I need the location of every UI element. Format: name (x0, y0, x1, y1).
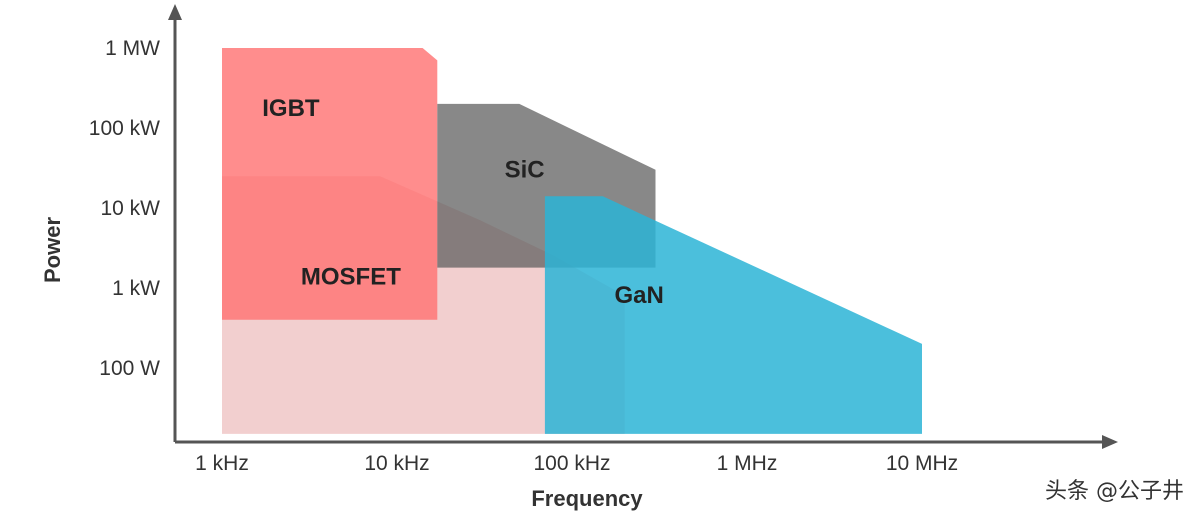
region-igbt (222, 48, 438, 320)
region-gan (544, 196, 922, 434)
x-tick-labels: 1 kHz 10 kHz 100 kHz 1 MHz 10 MHz (195, 452, 958, 475)
region-label-sic: SiC (505, 157, 545, 184)
x-tick-label: 1 MHz (717, 452, 778, 475)
x-tick-label: 1 kHz (195, 452, 249, 475)
x-tick-label: 100 kHz (533, 452, 610, 475)
y-tick-label: 100 W (99, 357, 160, 380)
region-labels-layer: MOSFET IGBT SiC GaN (262, 95, 664, 309)
watermark: 头条 @公子井 (1045, 479, 1184, 504)
y-tick-labels: 100 W 1 kW 10 kW 100 kW 1 MW (89, 37, 160, 380)
x-tick-label: 10 kHz (364, 452, 429, 475)
x-tick-label: 10 MHz (886, 452, 958, 475)
y-tick-label: 100 kW (89, 117, 160, 140)
region-label-gan: GaN (615, 282, 664, 309)
y-tick-label: 1 kW (112, 277, 160, 300)
x-axis-arrow-icon (1102, 435, 1118, 449)
y-tick-label: 1 MW (105, 37, 160, 60)
regions-layer (222, 48, 922, 434)
x-axis-title: Frequency (531, 486, 643, 511)
region-label-igbt: IGBT (262, 95, 320, 122)
y-tick-label: 10 kW (100, 197, 160, 220)
y-axis-arrow-icon (168, 4, 182, 20)
axes (168, 4, 1118, 449)
region-label-mosfet: MOSFET (301, 263, 401, 290)
y-axis-title: Power (40, 217, 65, 283)
